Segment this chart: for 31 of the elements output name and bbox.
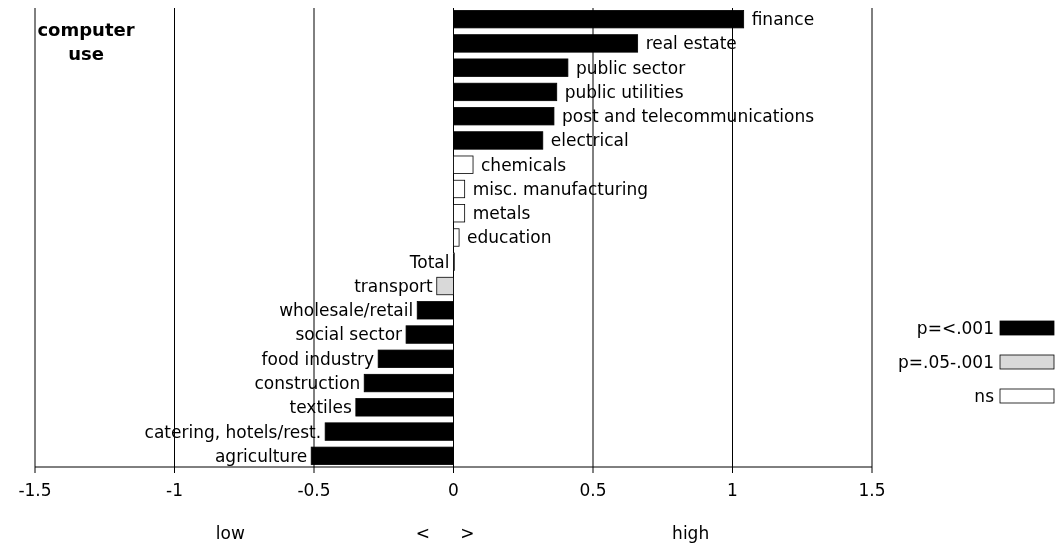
x-tick-label: -0.5: [297, 480, 331, 500]
text: computer use: [37, 19, 135, 64]
y-tick-label: education: [467, 227, 552, 248]
y-tick-label: chemicals: [481, 154, 567, 175]
y-tick-label: social sector: [295, 324, 403, 345]
y-tick-label: finance: [751, 9, 815, 30]
x-tick-label: 0: [448, 480, 459, 500]
x-tick-label: -1.5: [18, 480, 52, 500]
text: low: [215, 523, 245, 543]
x-tick-label: 1: [727, 480, 738, 500]
y-tick-label: agriculture: [214, 445, 308, 466]
text: high: [672, 523, 710, 543]
y-tick-label: Total: [408, 251, 450, 272]
y-tick-label: electrical: [550, 130, 629, 151]
legend-label: ns: [974, 385, 995, 406]
text: <: [415, 523, 430, 543]
legend-label: p=.05-.001: [897, 351, 994, 372]
x-tick-label: 1.5: [858, 480, 886, 500]
y-tick-label: construction: [254, 373, 361, 394]
y-tick-label: metals: [472, 203, 531, 224]
legend-label: p=<.001: [916, 317, 994, 338]
x-tick-label: 0.5: [579, 480, 607, 500]
y-tick-label: food industry: [261, 348, 375, 369]
y-tick-label: transport: [354, 275, 434, 296]
text: >: [460, 523, 475, 543]
y-tick-label: misc. manufacturing: [472, 178, 648, 199]
y-tick-label: public utilities: [564, 81, 684, 102]
y-tick-label: public sector: [575, 57, 686, 78]
y-tick-label: wholesale/retail: [279, 300, 414, 321]
y-tick-label: textiles: [289, 397, 352, 418]
x-tick-label: -1: [166, 480, 183, 500]
